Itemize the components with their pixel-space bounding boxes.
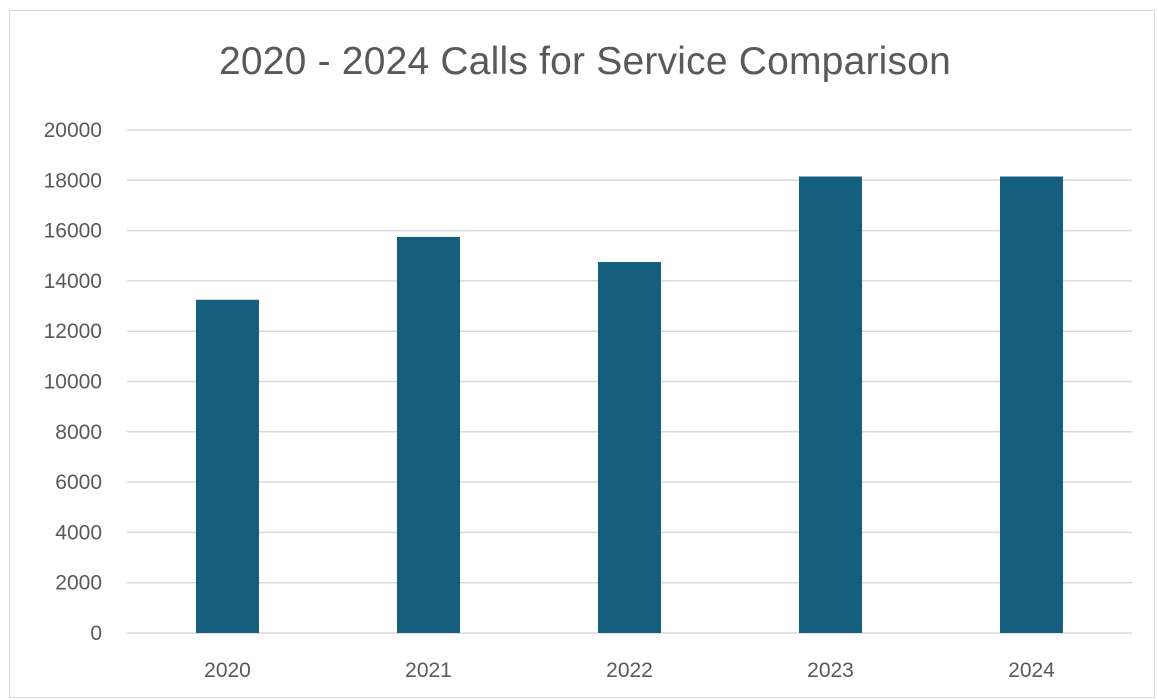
chart-title: 2020 - 2024 Calls for Service Comparison: [218, 40, 951, 83]
bar-2023: [799, 176, 862, 633]
y-tick-label: 14000: [44, 270, 102, 293]
bars: [196, 176, 1063, 633]
y-tick-label: 4000: [55, 521, 102, 544]
x-tick-label: 2024: [1008, 659, 1055, 682]
y-tick-label: 18000: [44, 169, 102, 192]
y-tick-label: 2000: [55, 572, 102, 595]
y-tick-label: 6000: [55, 471, 102, 494]
bar-2021: [397, 236, 460, 633]
y-tick-label: 0: [90, 622, 102, 645]
x-tick-label: 2020: [204, 659, 251, 682]
bar-2022: [598, 262, 661, 633]
y-tick-label: 20000: [44, 119, 102, 142]
bar-2020: [196, 299, 259, 633]
y-tick-label: 12000: [44, 320, 102, 343]
y-tick-label: 10000: [44, 371, 102, 394]
bar-2024: [1000, 176, 1063, 633]
y-axis-ticks: 0 2000 4000 6000 8000 10000 12000 14000 16000 180…: [44, 119, 102, 645]
y-tick-label: 8000: [55, 421, 102, 444]
x-tick-label: 2023: [807, 659, 854, 682]
x-tick-label: 2022: [606, 659, 653, 682]
x-axis-ticks: 2020 2021 2022 2023 2024: [204, 659, 1055, 682]
y-tick-label: 16000: [44, 220, 102, 243]
x-tick-label: 2021: [405, 659, 452, 682]
